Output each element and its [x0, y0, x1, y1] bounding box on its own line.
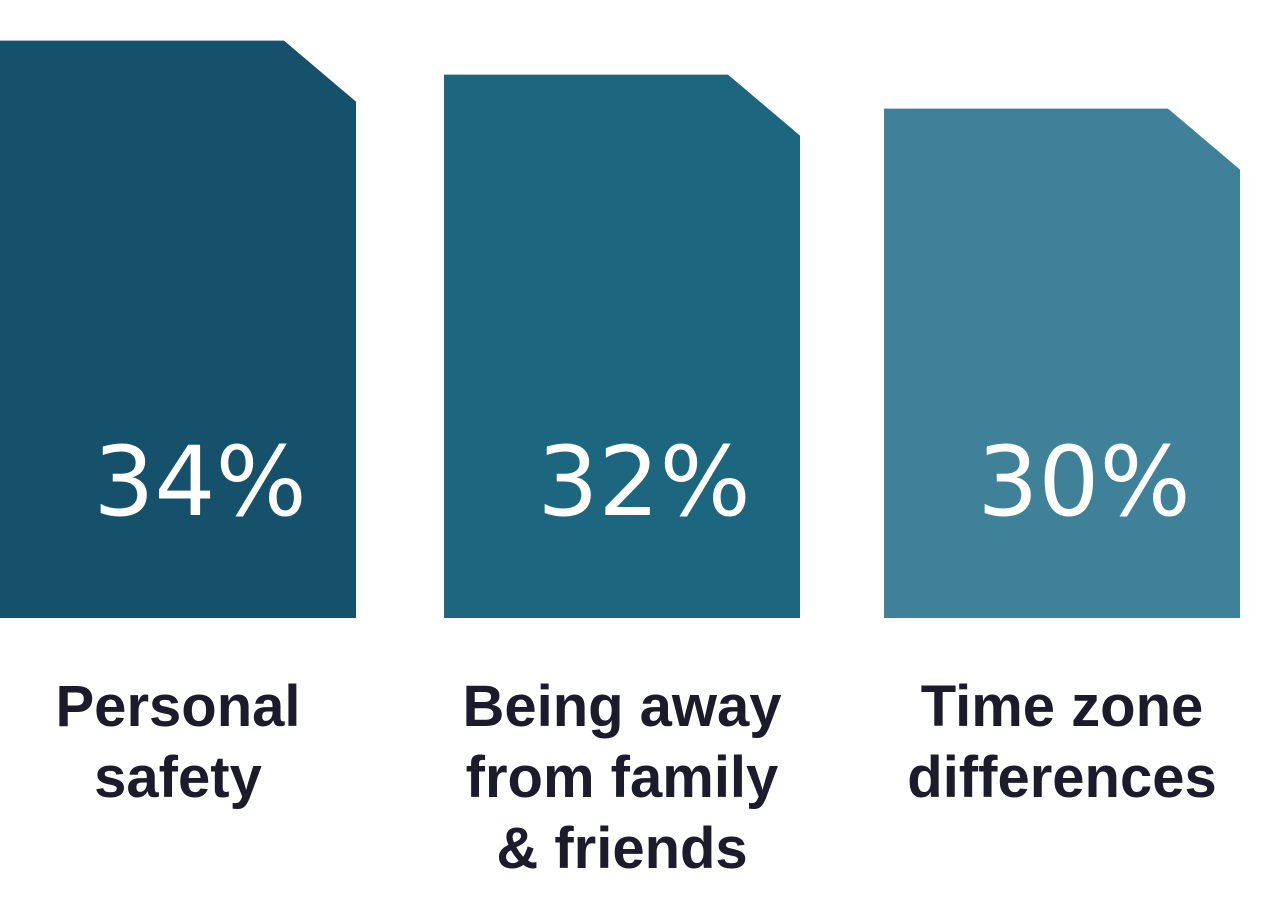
category-label: Time zone: [921, 674, 1204, 739]
bar-value-label: 30%: [977, 426, 1190, 538]
bar-value-label: 34%: [93, 426, 306, 538]
category-label: & friends: [496, 816, 747, 881]
category-label: from family: [466, 745, 779, 810]
bar-value-label: 32%: [537, 426, 750, 538]
bar: [444, 74, 800, 618]
category-label: Personal: [56, 674, 301, 739]
category-label: differences: [907, 745, 1216, 810]
category-label: Being away: [462, 674, 781, 739]
bar: [884, 108, 1240, 619]
category-label: safety: [94, 745, 262, 810]
bar: [0, 40, 356, 618]
